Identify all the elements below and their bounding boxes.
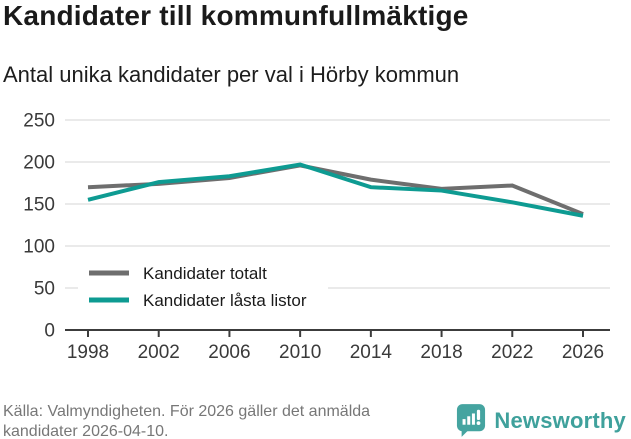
source-line-1: Källa: Valmyndigheten. För 2026 gäller d…: [3, 403, 371, 420]
y-axis-tick-label: 50: [34, 279, 55, 300]
x-axis-tick-label: 2002: [138, 342, 180, 363]
y-axis-tick-label: 150: [23, 195, 55, 216]
page-title: Kandidater till kommunfullmäktige: [3, 0, 469, 31]
x-axis-tick-label: 2018: [420, 342, 462, 363]
legend-label: Kandidater låsta listor: [143, 291, 307, 310]
legend-label: Kandidater totalt: [143, 264, 267, 283]
x-axis-tick-label: 2022: [491, 342, 533, 363]
source-note: Källa: Valmyndigheten. För 2026 gäller d…: [3, 402, 370, 439]
y-axis-tick-label: 100: [23, 237, 55, 258]
x-axis-tick-label: 2026: [562, 342, 604, 363]
line-series: [87, 162, 584, 218]
x-axis-tick-label: 2006: [208, 342, 250, 363]
y-axis-tick-label: 200: [23, 153, 55, 174]
x-axis-tick-label: 2010: [279, 342, 321, 363]
source-line-2: kandidater 2026-04-10.: [3, 423, 169, 439]
x-axis-tick-label: 2014: [350, 342, 393, 363]
legend-background: [78, 258, 328, 314]
brand-name: Newsworthy: [494, 407, 626, 433]
x-axis-tick-label: 1998: [67, 342, 109, 363]
chart-subtitle: Antal unika kandidater per val i Hörby k…: [3, 62, 460, 87]
brand-logo: Newsworthy: [456, 403, 626, 438]
y-axis-tick-label: 250: [23, 111, 55, 132]
line-chart: 0 50 100 150 200 250 1998 2002 2006 2010 2014 2018 2…: [23, 111, 610, 363]
y-axis-tick-label: 0: [44, 321, 55, 342]
newsworthy-icon: [457, 404, 486, 437]
line-series: [87, 163, 584, 216]
